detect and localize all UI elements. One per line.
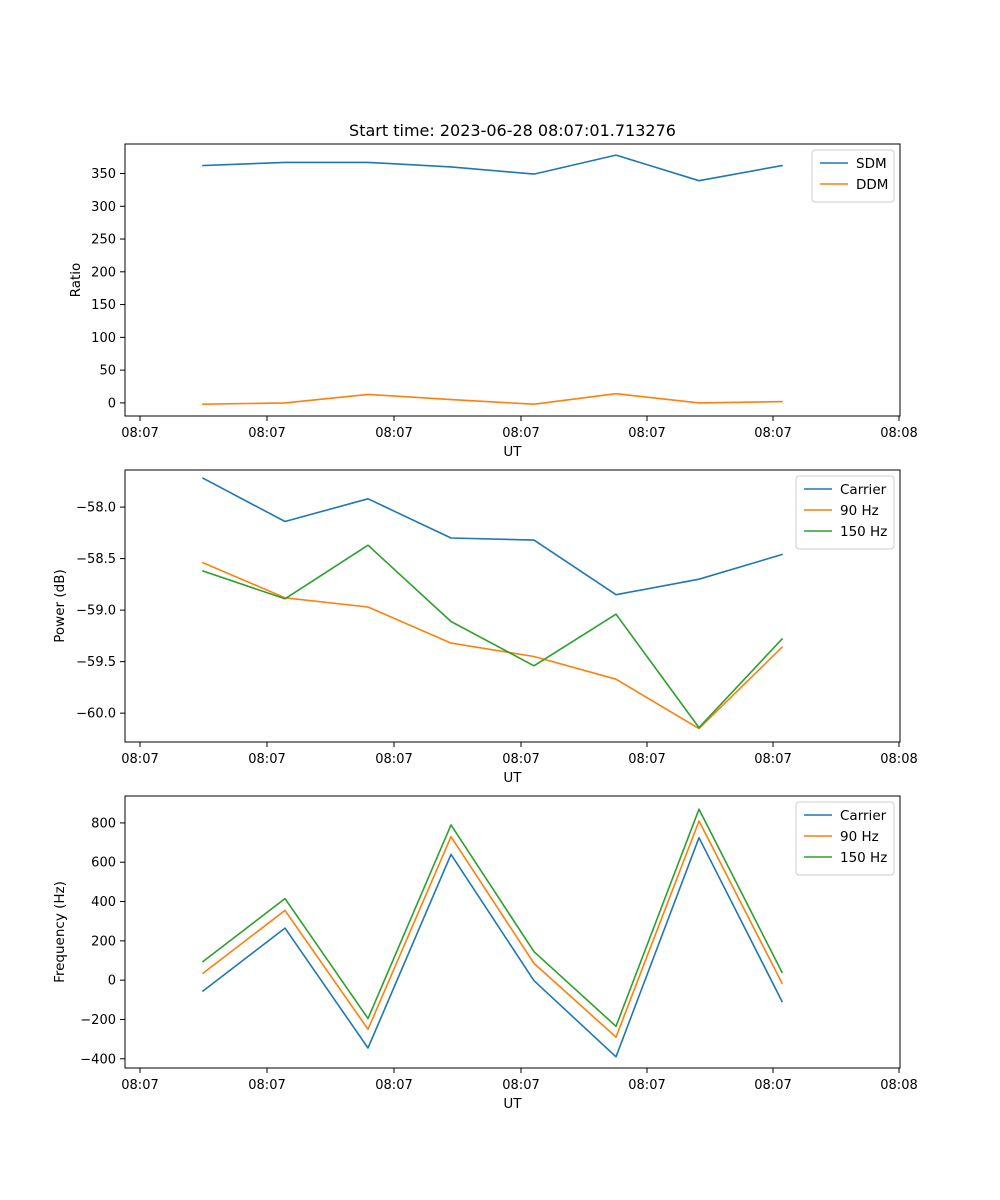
y-tick-label: −59.0 — [76, 604, 116, 619]
y-tick-label: 300 — [91, 200, 116, 215]
x-tick-label: 08:07 — [628, 752, 665, 767]
x-tick-label: 08:07 — [502, 752, 539, 767]
x-tick-label: 08:07 — [754, 752, 791, 767]
y-tick-label: −60.0 — [76, 707, 116, 722]
legend-label: Carrier — [840, 808, 887, 824]
x-tick-label: 08:07 — [248, 1078, 285, 1093]
series-line-150-hz — [201, 544, 784, 729]
x-tick-label: 08:08 — [880, 426, 917, 441]
y-axis-label: Frequency (Hz) — [52, 881, 68, 983]
series-line-sdm — [202, 154, 783, 182]
x-axis-label: UT — [503, 444, 522, 460]
legend-label: 90 Hz — [840, 829, 879, 845]
legend-label: DDM — [856, 177, 888, 193]
y-tick-label: 100 — [91, 331, 116, 346]
series-line-150-hz — [201, 808, 784, 1028]
plot-frame — [124, 469, 901, 743]
chart-panel-3: 08:07 08:07 08:07 08:07 08:07 08:07 08:08 UT −40… — [52, 795, 918, 1112]
chart-title: Start time: 2023-06-28 08:07:01.713276 — [349, 121, 676, 140]
x-tick-label: 08:07 — [121, 426, 158, 441]
y-tick-label: 0 — [108, 396, 116, 411]
y-tick-label: −58.5 — [76, 552, 116, 567]
series-line-90-hz — [201, 820, 784, 1038]
y-tick-label: 50 — [99, 364, 116, 379]
x-axis-label: UT — [503, 770, 522, 786]
y-tick-label: 250 — [91, 233, 116, 248]
y-tick-label: 400 — [91, 895, 116, 910]
series-line-ddm — [202, 392, 783, 406]
y-axis-label: Ratio — [68, 263, 84, 298]
series-line-carrier — [201, 836, 784, 1058]
y-tick-label: 350 — [91, 167, 116, 182]
x-tick-label: 08:07 — [754, 426, 791, 441]
x-tick-label: 08:07 — [502, 1078, 539, 1093]
legend-label: Carrier — [840, 482, 887, 498]
legend-label: 150 Hz — [840, 850, 887, 866]
x-tick-label: 08:07 — [754, 1078, 791, 1093]
x-tick-label: 08:07 — [248, 752, 285, 767]
series-line-carrier — [201, 477, 783, 596]
legend-label: SDM — [856, 156, 887, 172]
y-tick-label: 200 — [91, 934, 116, 949]
x-tick-label: 08:07 — [375, 1078, 412, 1093]
x-tick-label: 08:07 — [628, 426, 665, 441]
y-tick-label: 600 — [91, 856, 116, 871]
y-tick-label: −200 — [80, 1013, 116, 1028]
chart-panel-2: 08:07 08:07 08:07 08:07 08:07 08:07 08:08 UT −60… — [52, 469, 918, 786]
x-axis-label: UT — [503, 1096, 522, 1112]
x-tick-label: 08:07 — [502, 426, 539, 441]
x-tick-label: 08:07 — [248, 426, 285, 441]
chart-panel-1: Start time: 2023-06-28 08:07:01.713276 08… — [68, 121, 918, 460]
x-tick-label: 08:07 — [628, 1078, 665, 1093]
y-tick-label: −58.0 — [76, 501, 116, 516]
x-tick-label: 08:07 — [121, 752, 158, 767]
x-tick-label: 08:07 — [375, 752, 412, 767]
y-tick-label: 0 — [108, 974, 116, 989]
x-tick-label: 08:07 — [375, 426, 412, 441]
y-tick-label: 200 — [91, 265, 116, 280]
y-tick-label: −400 — [80, 1052, 116, 1067]
series-line-90-hz — [201, 561, 784, 730]
y-axis-label: Power (dB) — [52, 569, 68, 642]
legend-label: 90 Hz — [840, 503, 879, 519]
y-tick-label: 150 — [91, 298, 116, 313]
legend-label: 150 Hz — [840, 524, 887, 540]
plot-frame — [124, 795, 901, 1069]
x-tick-label: 08:08 — [880, 1078, 917, 1093]
plot-frame — [124, 143, 901, 417]
y-tick-label: 800 — [91, 816, 116, 831]
x-tick-label: 08:07 — [121, 1078, 158, 1093]
y-tick-label: −59.5 — [76, 655, 116, 670]
x-tick-label: 08:08 — [880, 752, 917, 767]
